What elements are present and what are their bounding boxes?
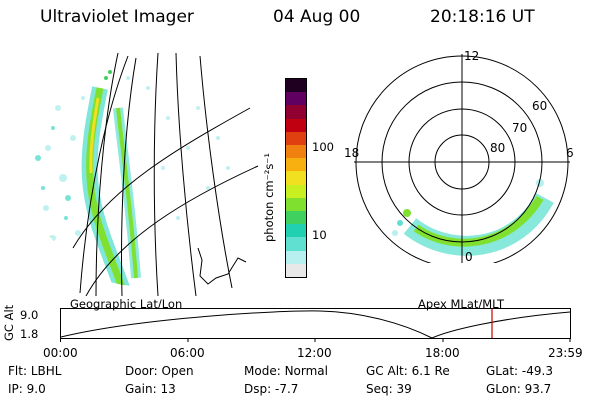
status-gc-alt: GC Alt: 6.1 Re	[366, 364, 450, 378]
colorbar-swatch	[286, 92, 306, 106]
status-seq-value: 39	[396, 382, 412, 396]
lat-label-60: 60	[532, 99, 547, 113]
date-label: 04 Aug 00	[273, 7, 361, 27]
status-gc-alt-value: 6.1 Re	[411, 364, 450, 378]
status-ip: IP: 9.0	[8, 382, 46, 396]
timeline-xtick-0000: 00:00	[43, 346, 78, 360]
colorbar-swatch	[286, 118, 306, 132]
status-door: Door: Open	[125, 364, 194, 378]
time-label: 20:18:16 UT	[430, 7, 535, 27]
status-mode: Mode: Normal	[244, 364, 328, 378]
geographic-image-panel	[35, 52, 259, 296]
status-flt: Flt: LBHL	[8, 364, 62, 378]
colorbar-tick-10: 10	[312, 228, 327, 242]
mlt-label-12: 12	[464, 49, 479, 63]
status-dsp: Dsp: -7.7	[244, 382, 299, 396]
colorbar-swatch	[286, 224, 306, 238]
colorbar-swatch	[286, 171, 306, 185]
timeline-xtick-1800: 18:00	[425, 346, 460, 360]
colorbar-swatch	[286, 158, 306, 172]
mlt-label-6: 6	[566, 146, 574, 160]
status-glon-value: 93.7	[524, 382, 552, 396]
status-seq: Seq: 39	[366, 382, 412, 396]
polar-plot: 12 18 6 0 60 70 80	[344, 49, 574, 263]
auroral-oval-polar	[392, 179, 554, 256]
status-gain: Gain: 13	[125, 382, 176, 396]
orbit-altitude-plot	[60, 308, 571, 342]
status-dsp-value: -7.7	[274, 382, 299, 396]
lat-label-80: 80	[490, 141, 505, 155]
colorbar-swatch	[286, 237, 306, 251]
status-gain-value: 13	[160, 382, 176, 396]
colorbar-tick-100: 100	[312, 140, 334, 154]
status-door-value: Open	[161, 364, 194, 378]
colorbar-swatch	[286, 250, 306, 264]
colorbar	[285, 78, 307, 278]
geo-grid	[72, 52, 259, 296]
colorbar-swatch	[286, 144, 306, 159]
lat-label-70: 70	[512, 121, 527, 135]
mlt-label-0: 0	[465, 250, 473, 263]
timeline-ylabel: GC Alt	[2, 304, 16, 341]
timeline-xtick-0600: 06:00	[170, 346, 205, 360]
timeline-xtick-1200: 12:00	[297, 346, 332, 360]
timeline-xtick-2359: 23:59	[548, 346, 583, 360]
status-glat: GLat: -49.3	[486, 364, 553, 378]
polar-grid	[354, 54, 570, 263]
colorbar-swatch	[286, 184, 306, 198]
mlt-label-18: 18	[344, 146, 359, 160]
colorbar-swatch	[286, 197, 306, 211]
colorbar-swatch	[286, 105, 306, 119]
left-panel-caption: Geographic Lat/Lon	[70, 297, 183, 311]
right-panel-caption: Apex MLat/MLT	[418, 297, 505, 311]
instrument-title: Ultraviolet Imager	[40, 7, 194, 27]
status-glon: GLon: 93.7	[486, 382, 552, 396]
colorbar-swatch	[286, 263, 306, 277]
status-mode-value: Normal	[284, 364, 328, 378]
timeline-ytick-1.8: 1.8	[20, 327, 39, 341]
timeline-ytick-9: 9.0	[20, 308, 39, 322]
colorbar-unit-label: photon cm⁻²s⁻¹	[262, 153, 276, 242]
colorbar-swatch	[286, 78, 306, 93]
auroral-emission-left	[35, 70, 230, 286]
status-flt-value: LBHL	[30, 364, 62, 378]
colorbar-swatch	[286, 210, 306, 225]
colorbar-swatch	[286, 131, 306, 145]
status-glat-value: -49.3	[521, 364, 553, 378]
status-ip-value: 9.0	[26, 382, 46, 396]
